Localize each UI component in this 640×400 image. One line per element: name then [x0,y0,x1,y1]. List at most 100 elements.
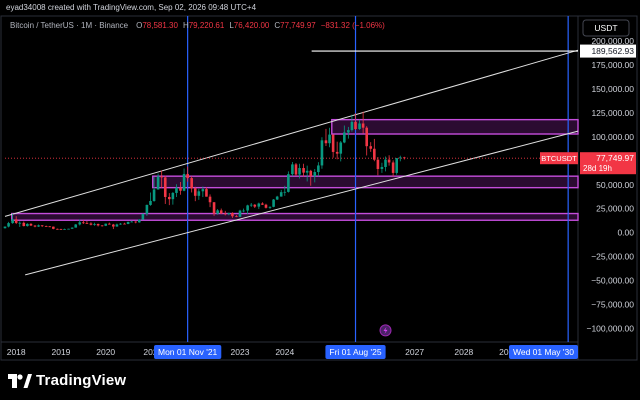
candle-body[interactable] [78,222,82,225]
candle-body[interactable] [223,213,227,215]
candle-body[interactable] [70,227,74,229]
candle-body[interactable] [179,187,182,191]
candle-body[interactable] [361,123,365,128]
date-label-box-2[interactable] [325,345,386,359]
support-resistance-zone-3[interactable] [331,118,579,135]
support-resistance-zone-2[interactable] [152,175,579,189]
channel-line-1[interactable] [4,49,579,217]
candle-body[interactable] [313,172,317,177]
candle-body[interactable] [272,199,275,207]
candle-body[interactable] [126,221,130,224]
candle-body[interactable] [190,178,193,189]
candle-body[interactable] [354,121,357,130]
candle-body[interactable] [96,223,100,226]
candle-body[interactable] [235,216,238,218]
candle-body[interactable] [376,159,380,169]
candle-body[interactable] [320,140,324,166]
candle-body[interactable] [67,228,70,230]
candle-body[interactable] [74,224,78,228]
candle-body[interactable] [56,228,59,230]
candle-body[interactable] [328,134,331,144]
candle-body[interactable] [156,176,160,190]
candle-body[interactable] [358,123,361,130]
candle-body[interactable] [257,203,261,207]
candle-body[interactable] [339,142,343,154]
candle-body[interactable] [350,121,354,131]
candle-body[interactable] [242,210,245,212]
candle-body[interactable] [294,164,298,175]
candle-body[interactable] [227,213,231,215]
candle-body[interactable] [134,221,138,223]
candle-body[interactable] [193,188,197,196]
candle-body[interactable] [171,192,175,200]
candle-body[interactable] [380,166,384,169]
date-label-box-3[interactable] [509,345,578,359]
candle-body[interactable] [291,164,294,175]
candle-body[interactable] [205,189,208,197]
candle-body[interactable] [40,225,44,227]
candle-body[interactable] [279,192,283,197]
date-label-box-1[interactable] [154,345,222,359]
candle-body[interactable] [365,127,369,147]
candle-body[interactable] [246,205,249,211]
symbol-label-box[interactable] [540,152,578,165]
candle-body[interactable] [395,158,399,173]
candle-body[interactable] [249,204,253,206]
candle-body[interactable] [268,206,272,208]
candle-body[interactable] [216,210,219,214]
candle-body[interactable] [137,219,141,223]
candle-body[interactable] [275,196,279,200]
candle-body[interactable] [107,223,111,225]
candle-body[interactable] [253,204,257,207]
candle-body[interactable] [63,229,66,230]
candle-body[interactable] [33,225,37,227]
candle-body[interactable] [391,162,395,173]
candle-body[interactable] [212,202,216,214]
candle-body[interactable] [29,223,33,226]
candle-body[interactable] [403,157,406,159]
candle-body[interactable] [115,224,119,227]
candle-body[interactable] [59,229,63,230]
candle-body[interactable] [305,170,309,173]
candle-body[interactable] [149,200,152,205]
candle-body[interactable] [14,219,18,223]
candle-body[interactable] [369,146,373,149]
candle-body[interactable] [387,159,391,163]
candle-body[interactable] [48,226,52,228]
candle-body[interactable] [331,134,335,152]
candle-body[interactable] [201,189,205,192]
candle-body[interactable] [298,168,301,175]
candle-body[interactable] [197,191,201,196]
candle-body[interactable] [112,224,115,227]
candle-body[interactable] [85,223,89,224]
candle-body[interactable] [93,223,96,225]
candle-body[interactable] [44,225,48,227]
candle-body[interactable] [26,223,29,227]
candle-body[interactable] [167,196,171,200]
candle-body[interactable] [100,225,104,227]
candle-body[interactable] [324,140,328,144]
candle-body[interactable] [317,165,320,173]
candle-body[interactable] [261,203,264,205]
candle-body[interactable] [22,222,26,227]
target-price-label-box[interactable] [580,44,636,58]
candle-body[interactable] [163,177,167,197]
current-price-label-box[interactable] [580,152,636,175]
candle-body[interactable] [219,210,223,214]
candle-body[interactable] [52,226,55,229]
candle-body[interactable] [145,204,149,214]
channel-line-2[interactable] [25,130,579,276]
candle-body[interactable] [309,170,313,177]
candle-body[interactable] [3,226,7,229]
support-resistance-zone-1[interactable] [11,212,579,221]
candle-body[interactable] [302,168,305,173]
candle-body[interactable] [119,223,122,225]
candle-body[interactable] [182,173,186,191]
currency-badge[interactable] [582,19,630,37]
candle-body[interactable] [104,223,108,226]
candle-body[interactable] [123,223,126,225]
candle-body[interactable] [384,159,387,167]
candle-body[interactable] [141,213,145,220]
candle-body[interactable] [283,191,287,193]
candle-body[interactable] [11,219,14,224]
